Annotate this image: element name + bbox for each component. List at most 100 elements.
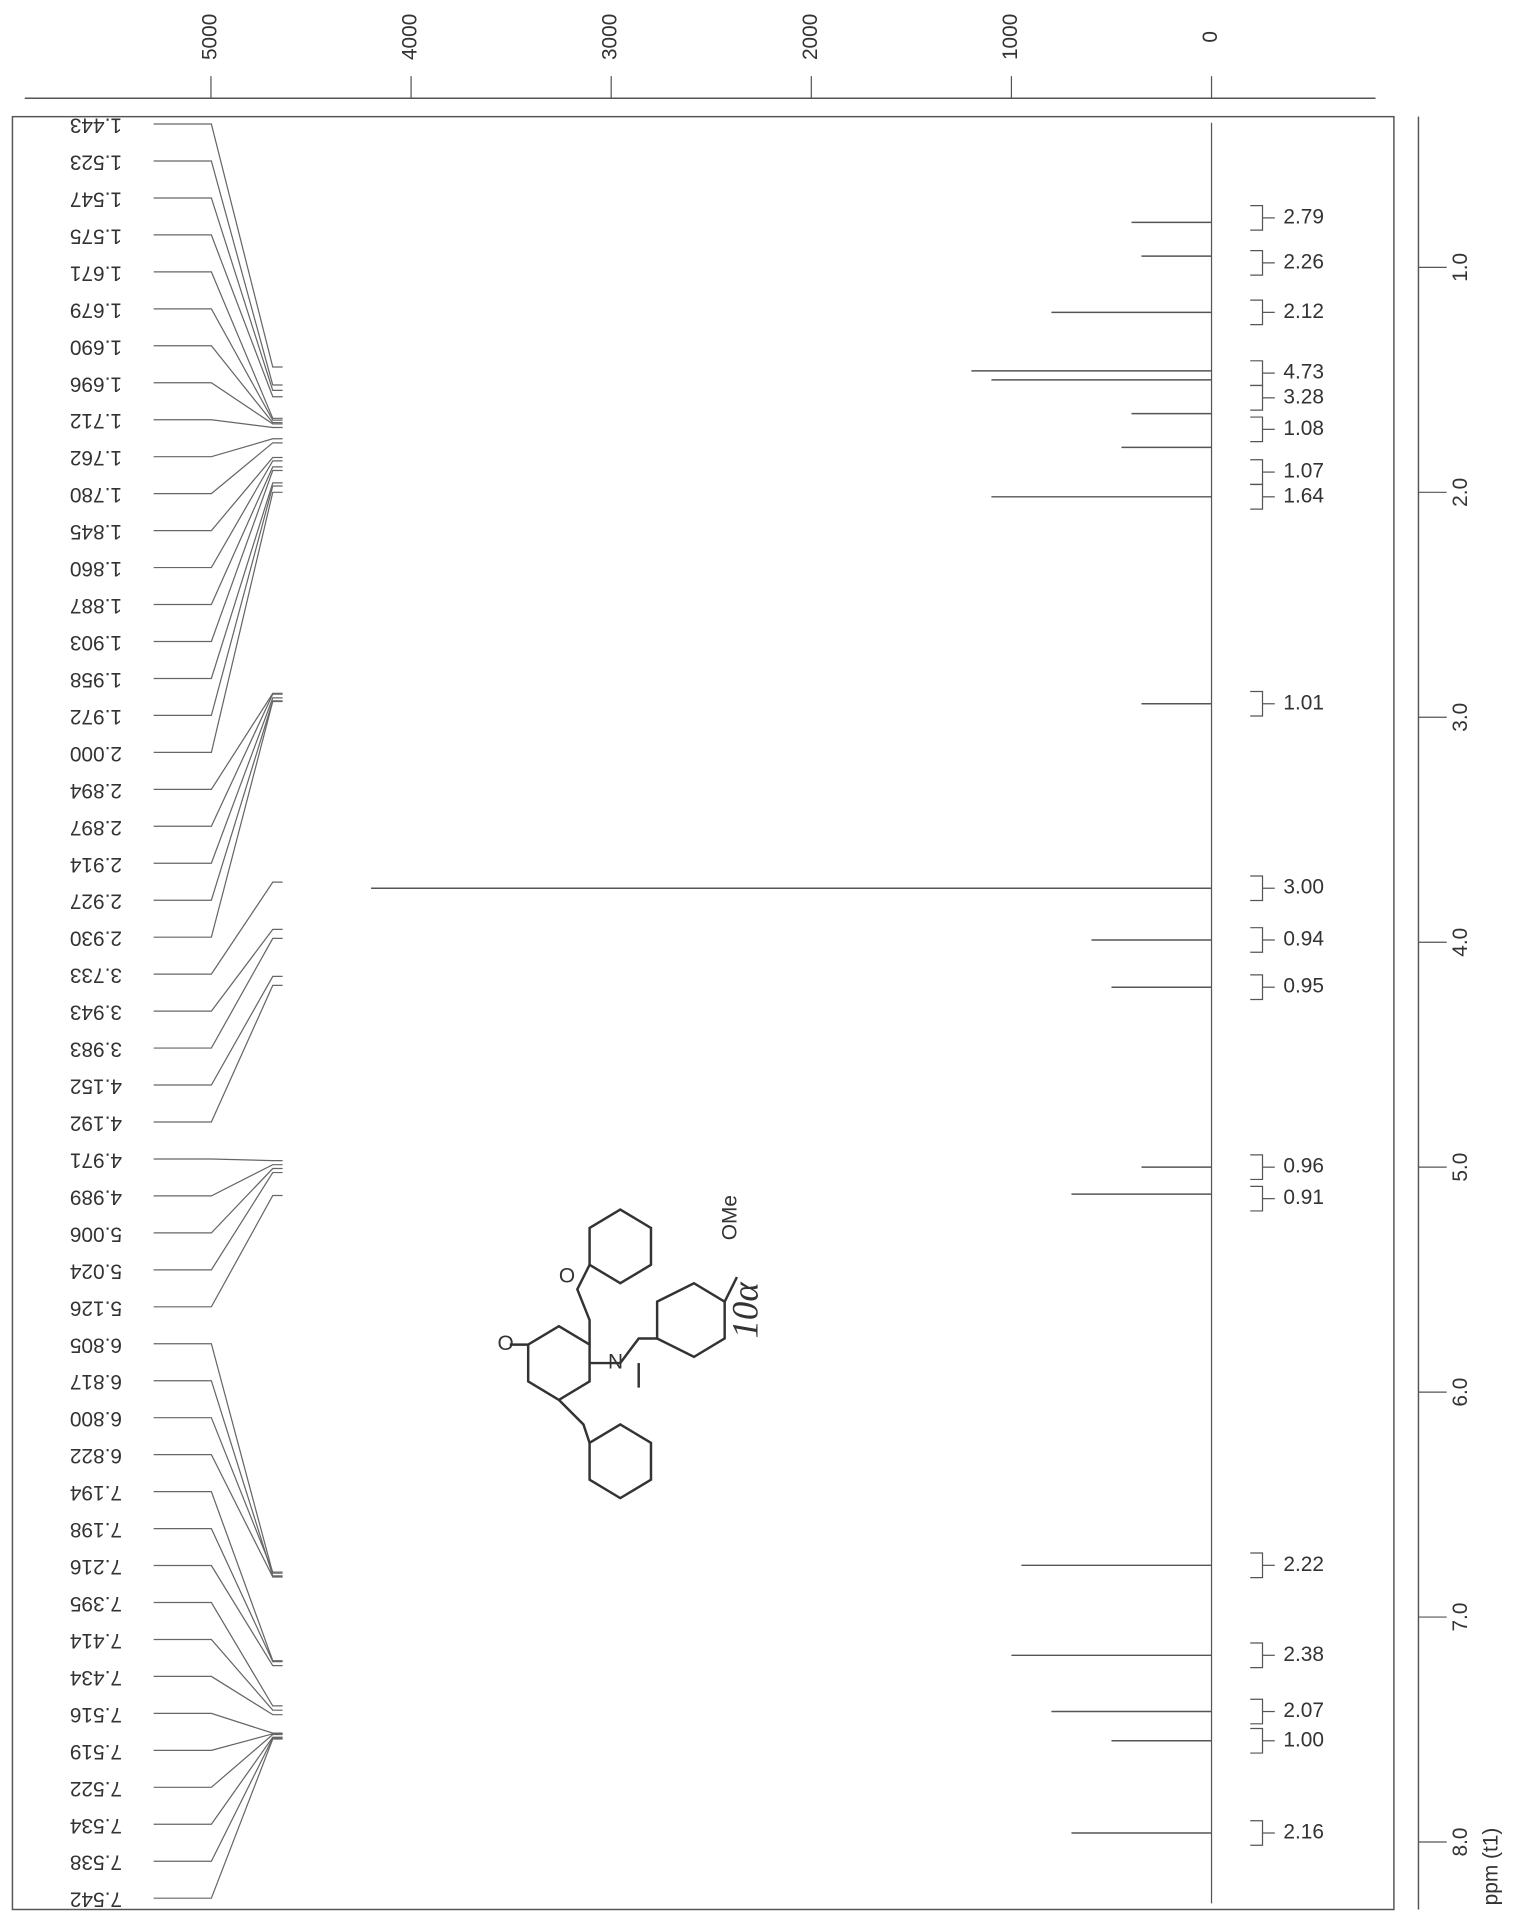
integral-label: 0.96 [1283, 1155, 1324, 1178]
peak-leader [153, 1194, 283, 1308]
x-tick-label: 5000 [198, 14, 221, 60]
peak-label: 1.958 [70, 668, 122, 691]
peak-leader [153, 460, 283, 569]
integral-label: 1.01 [1283, 691, 1324, 714]
peak-leader [153, 442, 283, 495]
x-tick-label: 0 [1199, 31, 1222, 43]
atom-label: OMe [718, 1195, 741, 1240]
peak-label: 1.679 [70, 298, 122, 321]
integral-label: 1.08 [1283, 417, 1324, 440]
peak-label: 4.971 [70, 1148, 122, 1171]
peak-leader [153, 1491, 283, 1662]
integral-bracket [1250, 483, 1264, 510]
peak-leader [153, 482, 283, 680]
peak-leader [153, 1564, 283, 1667]
peak-label: 7.194 [70, 1481, 122, 1504]
peak-leader [153, 1638, 283, 1711]
y-tick-label: 7.0 [1449, 1603, 1472, 1632]
y-tick-label: 2.0 [1449, 478, 1472, 507]
integral-label: 2.16 [1283, 1821, 1324, 1844]
peak-leader [153, 271, 283, 419]
peak-leader [153, 1712, 283, 1734]
integral-label: 1.07 [1283, 460, 1324, 483]
peak-leader [153, 234, 283, 398]
y-tick-label: 3.0 [1449, 703, 1472, 732]
peak-leader [153, 345, 283, 424]
integral-label: 2.38 [1283, 1643, 1324, 1666]
peak-label: 1.443 [70, 114, 122, 137]
peak-leader [153, 469, 283, 643]
integral-bracket [1250, 1154, 1264, 1181]
integral-label: 4.73 [1283, 361, 1324, 384]
peak-label: 2.930 [70, 927, 122, 950]
integral-bracket [1250, 974, 1264, 1001]
integral-bracket [1250, 416, 1264, 443]
peak-label: 1.780 [70, 483, 122, 506]
frame [11, 115, 1395, 1911]
bond [589, 1337, 658, 1365]
peak-label: 7.395 [70, 1592, 122, 1615]
peak-leader [153, 697, 283, 864]
x-tick-label: 3000 [599, 14, 622, 60]
peak-label: 7.198 [70, 1518, 122, 1541]
peak-leader [153, 382, 283, 425]
peak-label: 1.860 [70, 557, 122, 580]
integral-bracket [1250, 360, 1264, 386]
peak-leader [153, 1675, 283, 1716]
peak-label: 1.575 [70, 224, 122, 247]
y-tick-label: 4.0 [1449, 928, 1472, 957]
peak-label: 2.927 [70, 890, 122, 913]
peak-leader [153, 1738, 283, 1899]
y-tick-label: 5.0 [1449, 1153, 1472, 1182]
x-tick-label: 1000 [999, 14, 1022, 60]
peak-leader [153, 1733, 283, 1788]
integral-label: 3.28 [1283, 385, 1324, 408]
peak-leader [153, 1737, 283, 1862]
peak-label: 5.024 [70, 1259, 122, 1282]
integral-label: 2.79 [1283, 205, 1324, 228]
peak-label: 5.126 [70, 1296, 122, 1319]
peak-label: 7.538 [70, 1851, 122, 1874]
peak-leader [153, 1601, 283, 1707]
peak-label: 4.192 [70, 1111, 122, 1134]
peak-leader [153, 438, 283, 458]
peak-label: 1.845 [70, 520, 122, 543]
peak-leader [153, 1343, 283, 1574]
peak-leader [153, 700, 283, 938]
peak-leader [153, 975, 283, 1086]
integral-label: 1.00 [1283, 1728, 1324, 1751]
peak-label: 6.805 [70, 1333, 122, 1356]
integral-bracket [1250, 1727, 1264, 1754]
peak-leader [153, 1380, 283, 1577]
ring [588, 1208, 653, 1285]
bond [723, 1276, 739, 1303]
peak-label: 6.817 [70, 1370, 122, 1393]
peak-leader [153, 1167, 283, 1234]
peak-leader [153, 1158, 283, 1162]
peak-leader [153, 937, 283, 1049]
peak-label: 1.887 [70, 594, 122, 617]
integral-bracket [1250, 1642, 1264, 1669]
peak-leader [153, 1164, 283, 1197]
peak-leader [153, 1736, 283, 1825]
compound-label: 10α [725, 1282, 766, 1339]
integral-bracket [1250, 927, 1264, 953]
bond [558, 1399, 591, 1444]
peak-label: 1.547 [70, 187, 122, 210]
x-tick-label: 4000 [399, 14, 422, 60]
peak-label: 1.903 [70, 631, 122, 654]
peak-leader [153, 693, 283, 827]
integral-bracket [1250, 1185, 1264, 1212]
peak-leader [153, 1733, 283, 1751]
peak-label: 6.800 [70, 1407, 122, 1430]
peak-label: 7.542 [70, 1888, 122, 1911]
peak-leader [153, 984, 283, 1123]
ppm-axis-label: ppm (t1) [1480, 1828, 1503, 1906]
peak-label: 7.434 [70, 1666, 122, 1689]
peak-leader [153, 491, 283, 753]
peak-label: 4.152 [70, 1075, 122, 1098]
integral-bracket [1250, 875, 1264, 902]
y-tick-label: 8.0 [1449, 1828, 1472, 1857]
peak-label: 7.522 [70, 1777, 122, 1800]
bond [575, 1264, 591, 1345]
